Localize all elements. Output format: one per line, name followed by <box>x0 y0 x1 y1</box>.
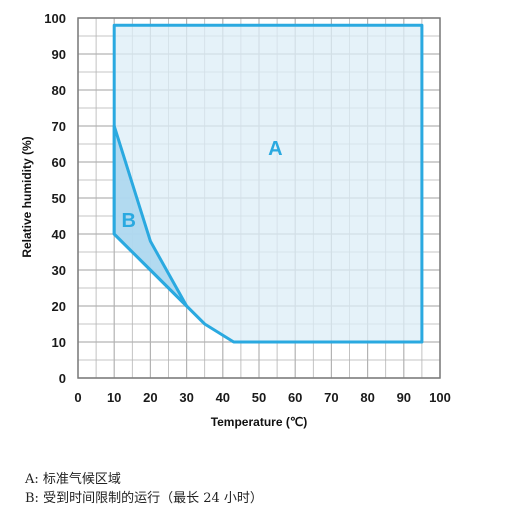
y-tick-label: 40 <box>52 227 66 242</box>
y-axis-ticks: 0 10 20 30 40 50 60 70 80 90 100 <box>44 11 66 386</box>
y-tick-label: 0 <box>59 371 66 386</box>
x-tick-label: 100 <box>429 390 451 405</box>
y-tick-label: 20 <box>52 299 66 314</box>
x-tick-label: 30 <box>179 390 193 405</box>
region-label-b: B <box>121 210 135 232</box>
legend-notes: A: 标准气候区域 B: 受到时间限制的运行（最长 24 小时） <box>25 470 263 508</box>
x-tick-label: 60 <box>288 390 302 405</box>
x-axis-ticks: 0 10 20 30 40 50 60 70 80 90 100 <box>74 390 450 405</box>
plot-border <box>77 17 441 379</box>
y-tick-label: 100 <box>44 11 66 26</box>
y-tick-label: 10 <box>52 335 66 350</box>
y-tick-label: 70 <box>52 119 66 134</box>
x-tick-label: 80 <box>360 390 374 405</box>
plot-frame <box>77 17 441 379</box>
note-b: B: 受到时间限制的运行（最长 24 小时） <box>25 491 263 506</box>
y-tick-label: 60 <box>52 155 66 170</box>
region-a <box>112 23 424 344</box>
chart-svg: 0 10 20 30 40 50 60 70 80 90 100 0 10 20 30 40 50 60 70 80… <box>20 11 451 429</box>
x-tick-label: 40 <box>216 390 230 405</box>
x-axis-label: Temperature (℃) <box>211 415 308 429</box>
x-tick-label: 90 <box>397 390 411 405</box>
regions <box>112 23 424 344</box>
y-tick-label: 50 <box>52 191 66 206</box>
region-b <box>112 124 189 308</box>
y-tick-label: 90 <box>52 47 66 62</box>
region-label-a: A <box>268 138 282 160</box>
y-tick-label: 80 <box>52 83 66 98</box>
x-tick-label: 50 <box>252 390 266 405</box>
x-tick-label: 70 <box>324 390 338 405</box>
x-tick-label: 0 <box>74 390 81 405</box>
y-axis-label: Relative humidity (%) <box>20 136 34 257</box>
note-a: A: 标准气候区域 <box>25 472 121 487</box>
y-tick-label: 30 <box>52 263 66 278</box>
region-labels: AB <box>121 138 282 232</box>
x-tick-label: 20 <box>143 390 157 405</box>
x-tick-label: 10 <box>107 390 121 405</box>
